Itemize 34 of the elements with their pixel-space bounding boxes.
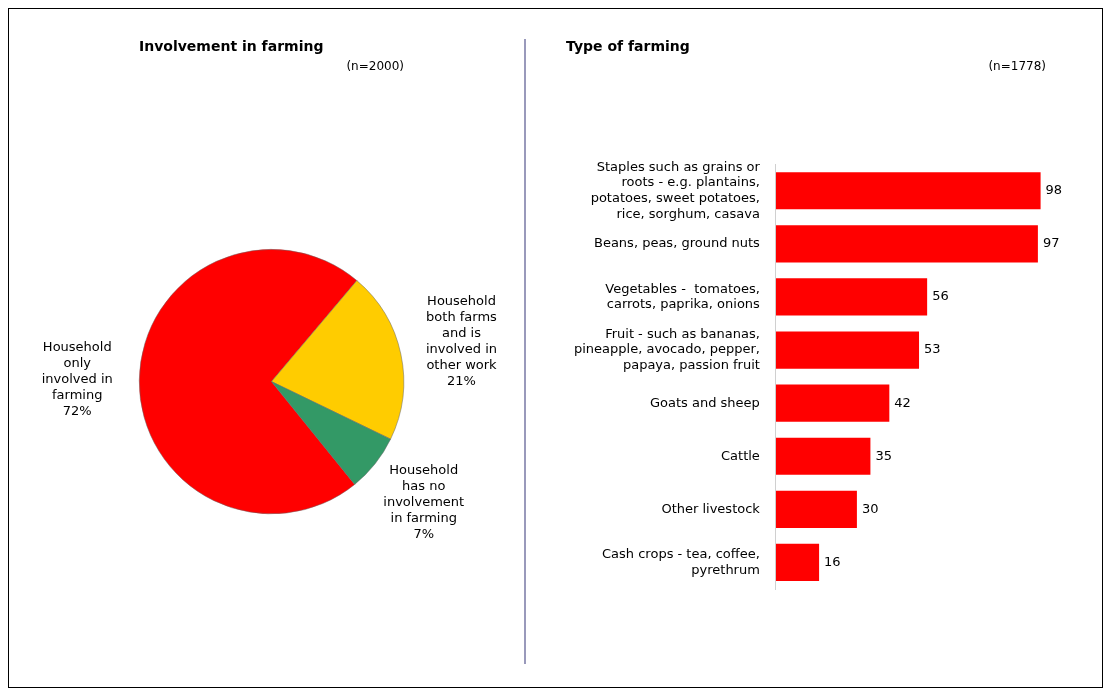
bar [775,543,820,582]
slice-label: Household both farms and is involved in other work [425,292,498,372]
data-label: 98 [1045,182,1063,198]
data-label: 30 [861,500,879,516]
slice-label: Household only involved in farming [41,338,113,402]
text: Type of farming [566,38,690,55]
y-tick-label: Cattle [721,447,760,463]
slice-label: Household has no involvement in farming [383,461,465,525]
data-label: 35 [875,447,892,463]
bar [775,331,920,369]
bar [775,437,871,475]
y-tick-label: Other livestock [661,500,761,516]
bar [775,278,928,316]
y-tick-label: Beans, peas, ground nuts [593,235,761,251]
y-tick-label: Vegetables - tomatoes, carrots, paprika, onions [605,280,761,312]
y-tick-label: Staples such as grains or roots - e.g. plantains, potatoes, sweet potatoes, rice, sorghum, casava [590,158,761,221]
y-tick-label: Fruit - such as bananas, pineapple, avocado, pepper, papaya, passion fruit [574,325,760,373]
data-label: 97 [1042,235,1060,251]
data-label: 42 [894,394,911,410]
data-label: 16 [824,553,841,569]
data-label: 56 [932,288,949,304]
data-label: 53 [924,341,941,357]
data-label: 21% [447,372,476,388]
chart-subtitle: (n=1778) [988,59,1046,74]
data-label: 72% [62,402,92,418]
bar [775,172,1041,210]
y-tick-label: Cash crops - tea, coffee, pyrethrum [602,546,760,577]
chart-subtitle: (n=2000) [346,59,404,74]
bar [775,384,890,422]
bar [775,225,1038,263]
y-tick-label: Goats and sheep [650,394,760,410]
bar [775,490,857,528]
data-label: 7% [413,525,435,541]
chart-title: Involvement in farming [139,38,324,55]
